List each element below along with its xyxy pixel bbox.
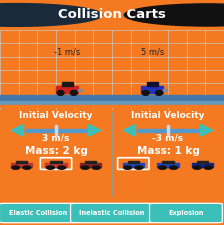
Bar	[78, 89, 82, 91]
Text: Mass: 1 kg: Mass: 1 kg	[137, 146, 199, 156]
Circle shape	[81, 166, 89, 169]
Text: 5 m/s: 5 m/s	[141, 48, 164, 57]
Circle shape	[0, 4, 102, 26]
FancyBboxPatch shape	[0, 203, 77, 223]
Bar	[25, 129, 87, 132]
Bar	[128, 161, 139, 163]
Text: -3 m/s: -3 m/s	[153, 134, 183, 143]
Bar	[55, 125, 57, 135]
FancyBboxPatch shape	[150, 203, 222, 223]
Circle shape	[70, 90, 77, 95]
Bar	[62, 82, 73, 86]
Text: Initial Velocity: Initial Velocity	[19, 111, 93, 120]
Bar	[45, 163, 67, 167]
Circle shape	[158, 166, 166, 169]
Circle shape	[124, 4, 224, 26]
Bar	[157, 163, 179, 167]
Bar	[147, 82, 158, 86]
Bar	[197, 161, 208, 163]
Bar	[80, 163, 101, 167]
Bar	[123, 163, 144, 167]
Circle shape	[58, 166, 66, 169]
Circle shape	[57, 90, 64, 95]
Text: phet: phet	[11, 12, 23, 18]
Text: -1 m/s: -1 m/s	[54, 48, 80, 57]
Circle shape	[92, 166, 100, 169]
Text: Inelastic Collision: Inelastic Collision	[79, 209, 145, 216]
Polygon shape	[11, 124, 24, 136]
Circle shape	[23, 166, 31, 169]
Text: start: start	[200, 12, 215, 18]
Circle shape	[12, 166, 20, 169]
Bar	[162, 161, 174, 163]
Circle shape	[193, 166, 201, 169]
Bar	[163, 89, 167, 91]
Polygon shape	[200, 124, 213, 136]
Text: Mass: 2 kg: Mass: 2 kg	[25, 146, 87, 156]
Bar	[56, 86, 78, 93]
Bar	[0, 101, 224, 105]
Bar	[141, 86, 164, 93]
Bar	[167, 125, 169, 135]
Text: 3 m/s: 3 m/s	[42, 134, 70, 143]
Bar	[50, 161, 62, 163]
Polygon shape	[123, 124, 136, 136]
Text: Initial Velocity: Initial Velocity	[131, 111, 205, 120]
Bar	[192, 163, 213, 167]
Bar	[0, 105, 224, 107]
Polygon shape	[88, 124, 101, 136]
Bar	[85, 161, 96, 163]
Circle shape	[204, 166, 212, 169]
Circle shape	[155, 90, 162, 95]
Bar	[0, 95, 224, 101]
Circle shape	[135, 166, 143, 169]
Circle shape	[46, 166, 54, 169]
Bar	[16, 161, 27, 163]
Text: Elastic Collision: Elastic Collision	[9, 209, 67, 216]
Bar	[137, 129, 199, 132]
Circle shape	[142, 90, 149, 95]
FancyBboxPatch shape	[71, 203, 153, 223]
Circle shape	[170, 166, 178, 169]
Circle shape	[124, 166, 132, 169]
Text: Explosion: Explosion	[168, 209, 204, 216]
Bar	[11, 163, 32, 167]
Text: Collision Carts: Collision Carts	[58, 8, 166, 21]
